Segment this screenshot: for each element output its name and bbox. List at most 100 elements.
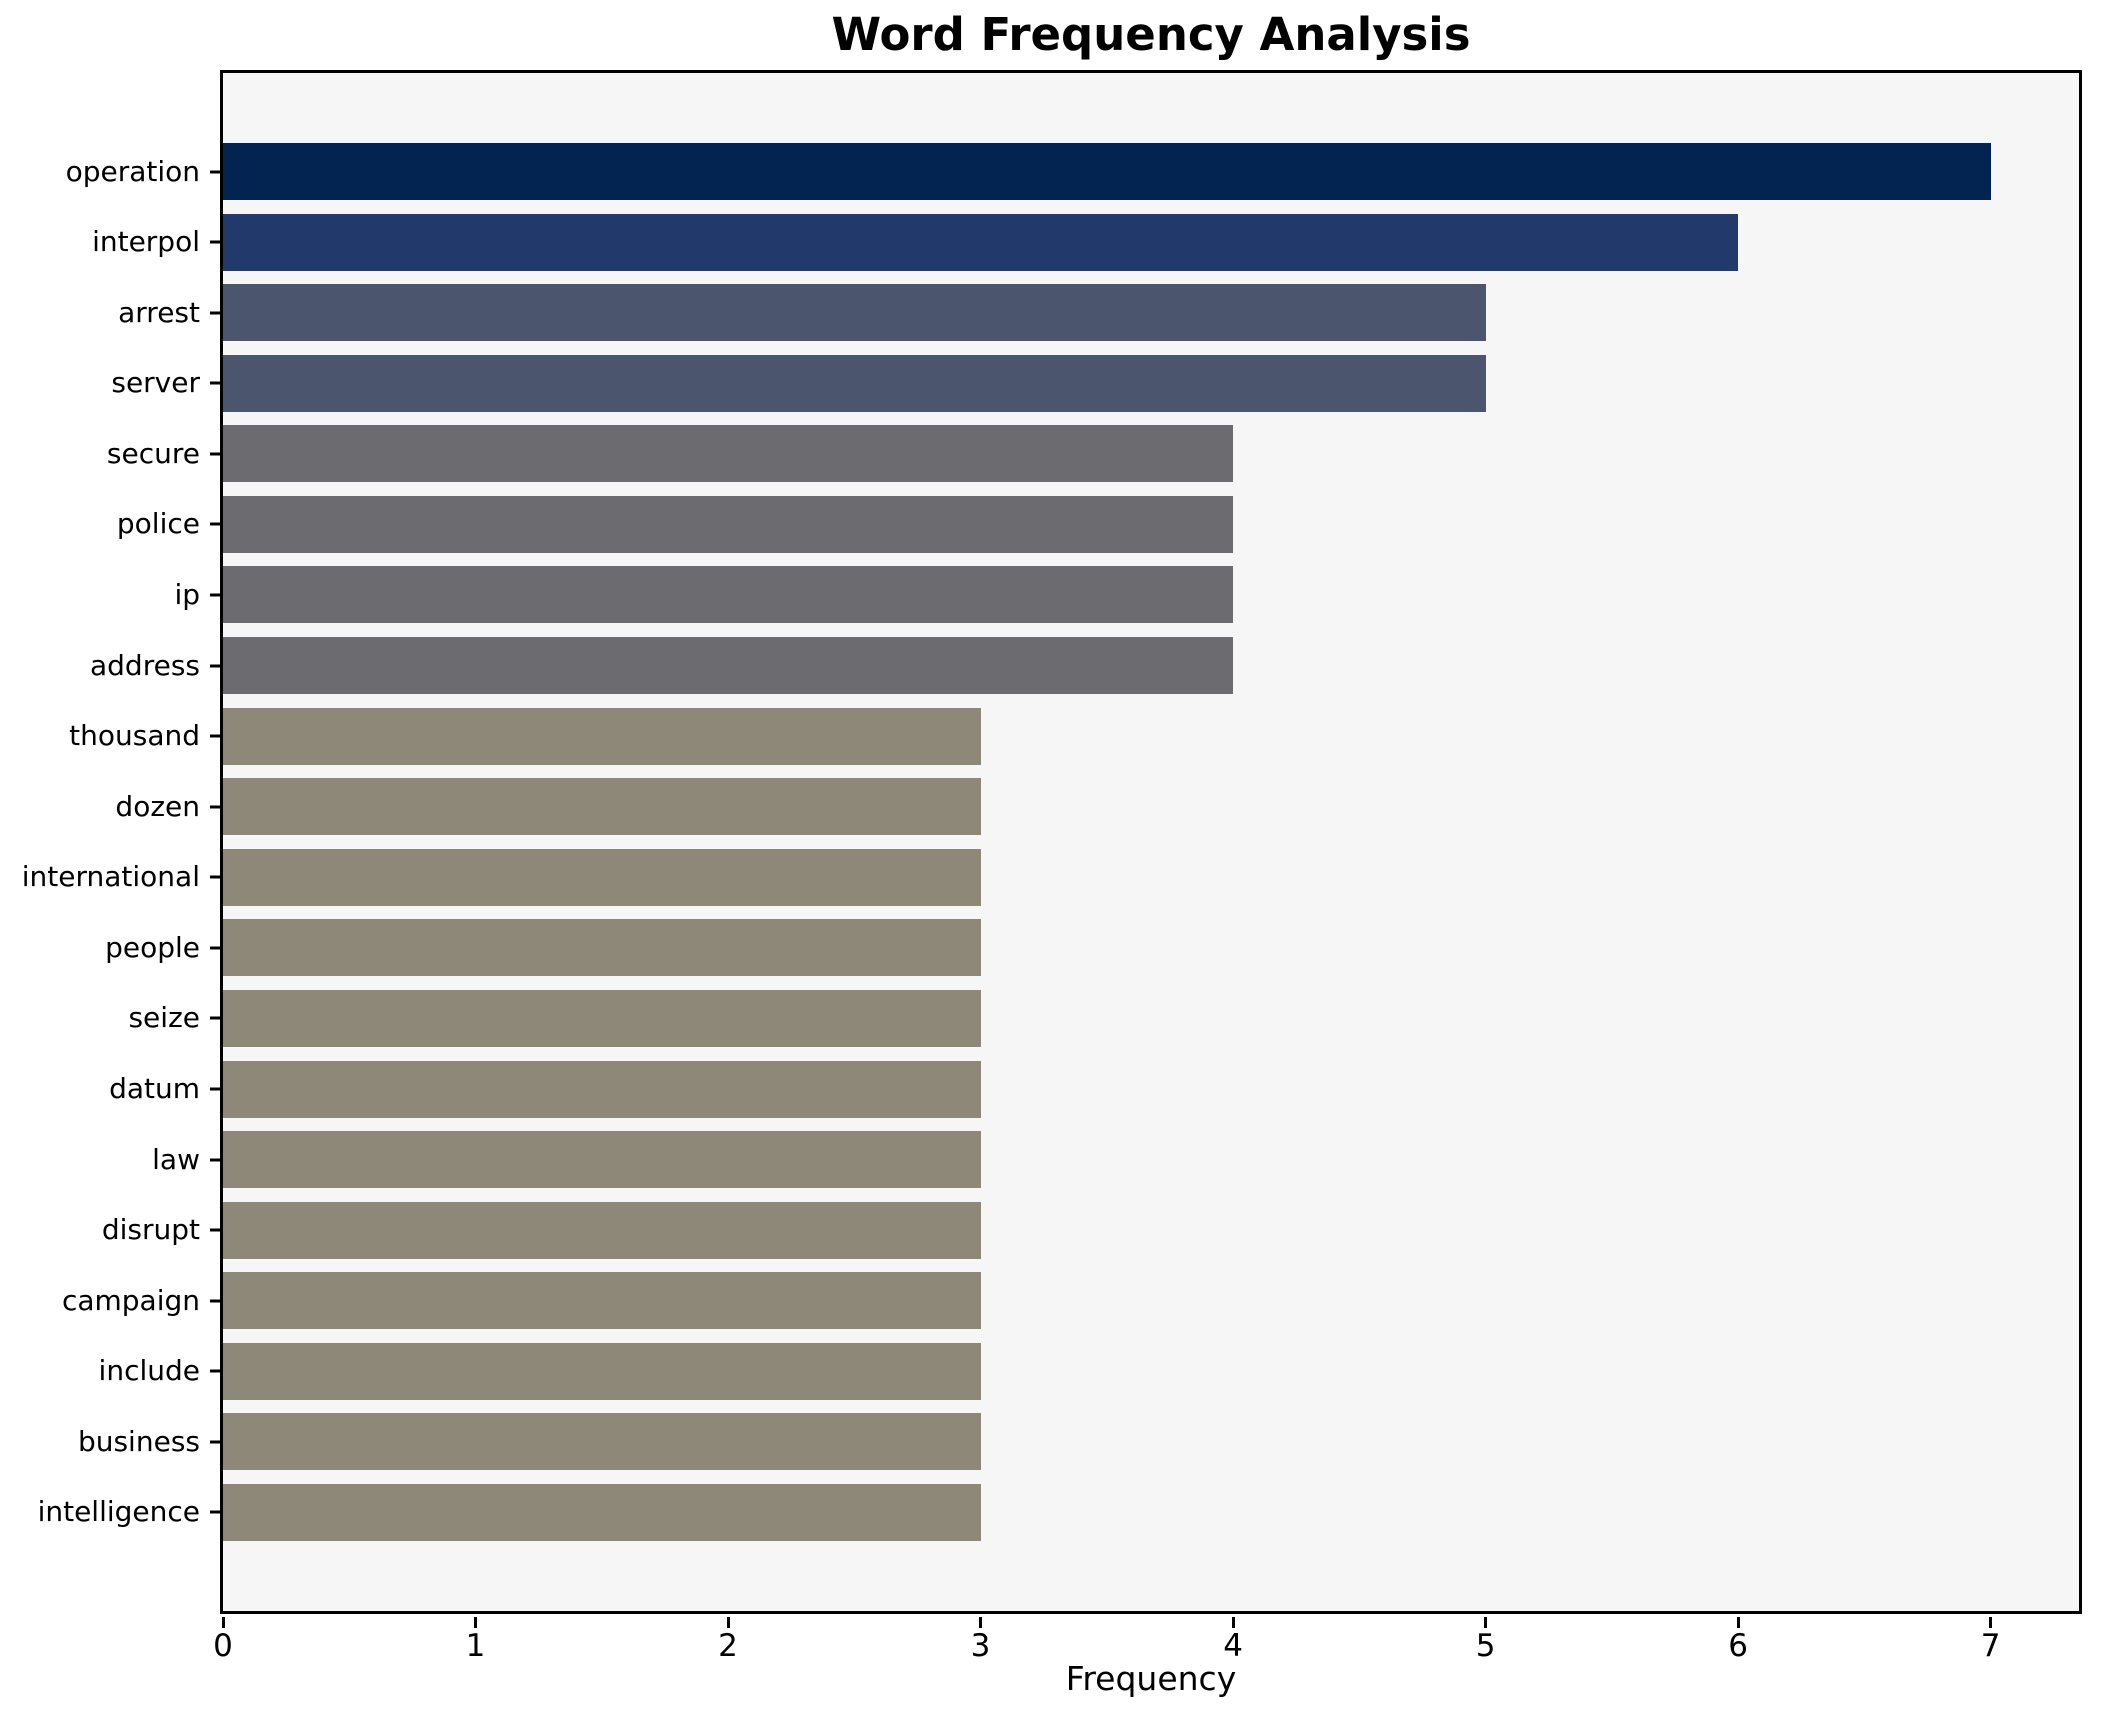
y-tick-mark [210,170,220,173]
x-tick-mark [1989,1617,1993,1628]
x-tick-mark [1736,1617,1740,1628]
x-tick-label: 7 [1980,1628,2001,1664]
x-tick-label: 6 [1728,1628,1748,1664]
bar-row: thousand [69,707,2079,765]
bar [223,1483,981,1541]
plot-area: operation interpol arrest server secure polic… [22,70,2082,1664]
y-tick-mark [210,1369,220,1373]
bar-row: ip [174,566,2079,624]
bar [223,778,981,836]
y-tick-label: law [152,1142,200,1176]
bar-row: campaign [62,1272,2079,1330]
bar-row: business [78,1413,2079,1471]
y-tick-label: seize [128,1001,200,1035]
bar [223,1413,981,1471]
y-tick-label: police [116,507,200,541]
y-tick-label: thousand [69,719,200,753]
bar [223,213,1739,271]
y-tick-label: international [21,860,200,894]
x-axis-label: Frequency [1065,1659,1237,1698]
bar-row: people [105,919,2079,977]
bar [223,425,1234,483]
bar [223,1342,981,1400]
y-tick-mark [210,593,220,597]
y-tick-label: people [105,930,200,964]
bar-row: server [111,354,2079,412]
y-tick-mark [210,875,220,879]
y-tick-mark [210,1016,220,1020]
y-tick-label: include [98,1354,200,1388]
bar-row: address [90,637,2079,695]
y-tick-mark [210,1158,220,1162]
x-tick-mark [221,1617,225,1628]
bar [223,1201,981,1259]
x-tick-label: 5 [1475,1628,1496,1664]
bar [223,989,981,1047]
y-tick-label: interpol [92,225,200,259]
y-tick-mark [210,240,220,244]
y-tick-label: server [111,366,200,400]
y-tick-mark [210,734,220,738]
bar [223,848,981,906]
bar-row: include [99,1342,2079,1400]
y-tick-label: intelligence [37,1495,200,1529]
bars-container: operation interpol arrest server secure polic… [22,73,2079,1611]
bar-row: international [22,848,2079,906]
y-tick-label: ip [174,577,200,611]
bar-row: disrupt [102,1201,2079,1259]
x-tick-mark [474,1617,477,1628]
x-tick-label: 3 [970,1628,991,1664]
bar-row: interpol [92,213,2079,271]
bar-row: secure [107,425,2079,483]
x-tick-mark [726,1617,730,1628]
bar [223,1060,981,1118]
y-tick-mark [210,1440,220,1444]
y-tick-label: campaign [61,1283,200,1317]
y-tick-mark [210,522,220,526]
bar [223,495,1234,553]
bar-row: dozen [115,778,2079,836]
y-tick-label: address [89,648,200,682]
x-tick-mark [1231,1617,1235,1628]
y-tick-label: datum [109,1072,200,1106]
x-tick-mark [979,1617,983,1628]
bar-row: intelligence [38,1483,2079,1541]
y-tick-mark [210,1087,220,1091]
y-tick-mark [210,1228,220,1232]
x-tick-label: 4 [1223,1628,1243,1664]
x-tick-label: 2 [718,1628,738,1664]
bar [223,1272,981,1330]
y-tick-label: secure [106,436,200,470]
bar [223,637,1234,695]
y-tick-label: disrupt [101,1213,200,1247]
bar-row: datum [109,1060,2079,1118]
y-tick-mark [210,805,220,809]
bar [223,284,1486,342]
bar [223,354,1486,412]
chart-title: Word Frequency Analysis [831,8,1471,61]
bar [223,143,1991,200]
bar-row: operation [66,143,2079,200]
x-tick-label: 0 [213,1628,233,1664]
bar [223,707,981,765]
y-tick-mark [210,452,220,456]
y-tick-mark [210,311,220,315]
bar-row: police [117,495,2079,553]
y-tick-mark [210,381,220,385]
bar-row: law [152,1131,2079,1189]
bar [223,1131,981,1189]
y-tick-label: business [77,1424,200,1458]
bar-row: arrest [118,284,2079,342]
y-tick-label: dozen [115,789,200,823]
bar [223,566,1234,624]
bar-row: seize [128,989,2079,1047]
x-tick-label: 1 [465,1628,486,1664]
y-tick-mark [210,1510,220,1514]
bar [223,919,981,977]
y-tick-label: arrest [118,295,200,329]
y-tick-mark [210,664,220,668]
y-tick-label: operation [65,154,200,188]
x-tick-mark [1484,1617,1488,1628]
y-tick-mark [210,1299,220,1303]
